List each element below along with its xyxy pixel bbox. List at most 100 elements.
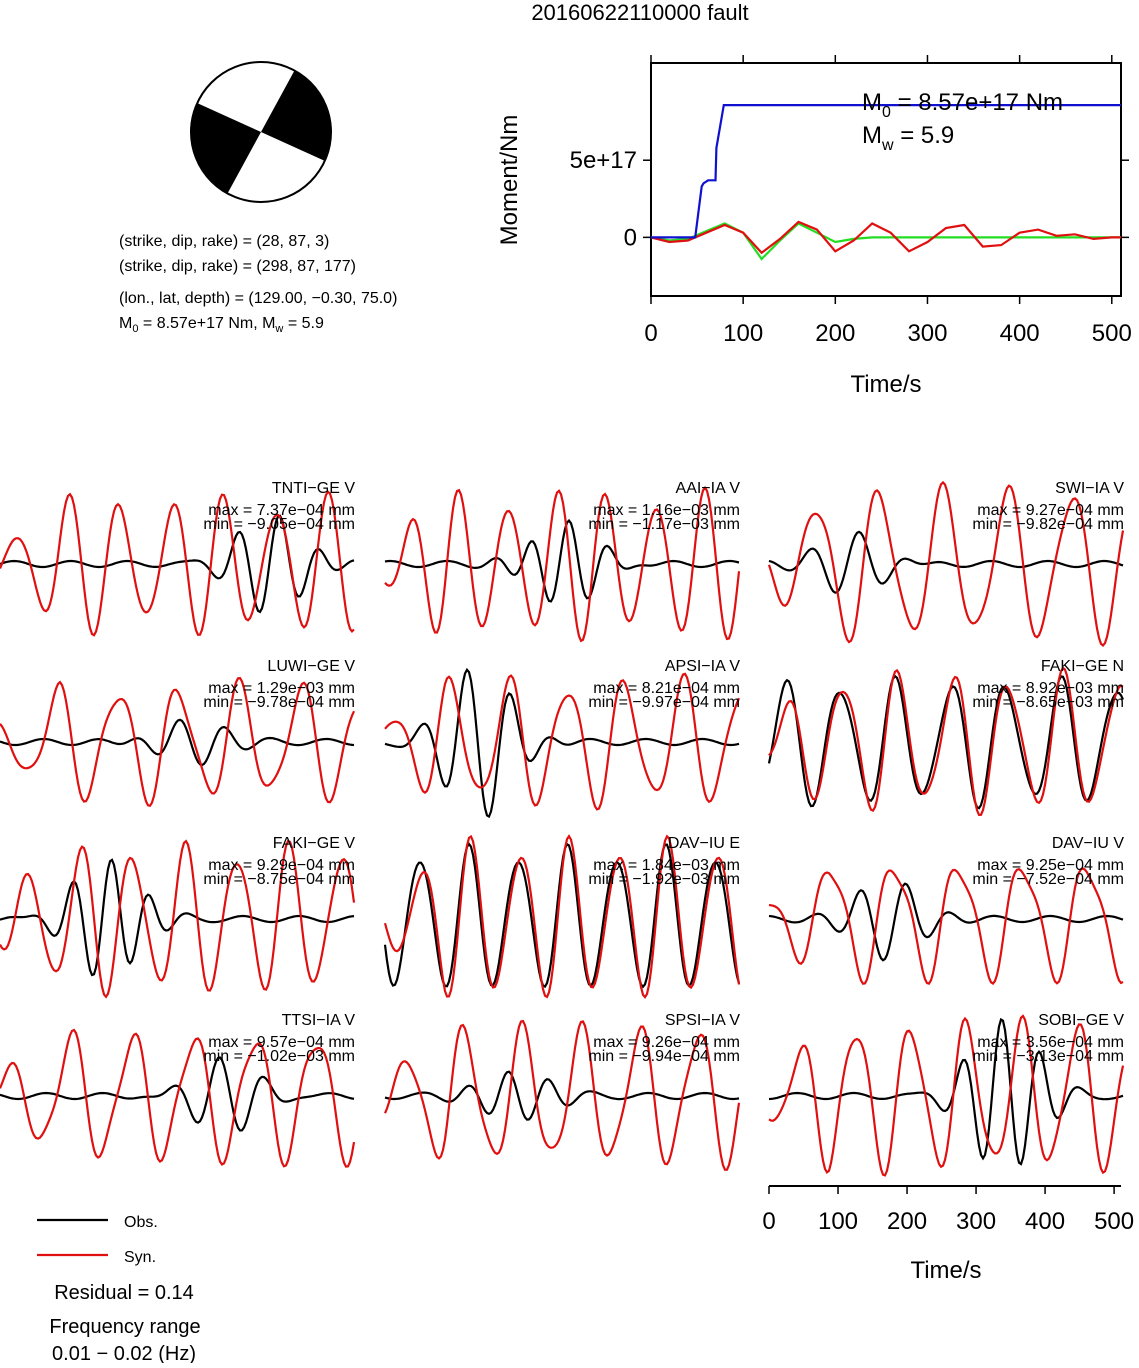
station-max: max = 7.37e−04 mm	[208, 502, 355, 519]
station-label: SPSI−IA V	[665, 1012, 740, 1029]
waveform-time-axis: 0 100 200 300 400 500	[762, 1185, 1134, 1235]
figure-title: 20160622110000 fault	[531, 0, 748, 25]
beachball-quadrant-sw	[190, 103, 261, 194]
mechanism-moment: M0 = 8.57e+17 Nm, Mw = 5.9	[119, 315, 324, 335]
synthetic-trace	[768, 666, 1124, 817]
station-min: min = −1.92e−03 mm	[588, 871, 740, 888]
station-max: max = 3.56e−04 mm	[977, 1034, 1124, 1051]
station-min: min = −1.17e−03 mm	[588, 516, 740, 533]
synthetic-trace	[0, 839, 356, 999]
observed-trace	[767, 674, 1125, 810]
legend-obs-label: Obs.	[124, 1214, 158, 1231]
moment-series-green	[650, 222, 1121, 261]
station-min: min = −9.78e−04 mm	[203, 694, 355, 711]
station-min: min = −8.65e−03 mm	[972, 694, 1124, 711]
station-label: FAKI−GE V	[273, 835, 356, 852]
synthetic-trace	[0, 1028, 356, 1168]
synthetic-trace	[0, 676, 356, 808]
station-max: max = 9.57e−04 mm	[208, 1034, 355, 1051]
observed-trace	[0, 718, 355, 767]
mechanism-plane1: (strike, dip, rake) = (28, 87, 3)	[119, 233, 329, 250]
station-label: LUWI−GE V	[267, 658, 355, 675]
station-min: min = −9.82e−04 mm	[972, 516, 1124, 533]
mechanism-location: (lon., lat, depth) = (129.00, −0.30, 75.…	[119, 290, 397, 307]
observed-trace	[0, 858, 355, 977]
beachball-quadrant-ne	[261, 70, 332, 161]
station-label: DAV−IU E	[668, 835, 740, 852]
moment-ytick-label: 0	[624, 224, 637, 251]
station-min: min = −3.13e−04 mm	[972, 1048, 1124, 1065]
observed-trace	[0, 1056, 355, 1132]
observed-trace	[384, 1070, 740, 1121]
moment-ytick-label: 5e+17	[570, 147, 637, 174]
mechanism-plane2: (strike, dip, rake) = (298, 87, 177)	[119, 258, 356, 275]
station-min: min = −9.94e−04 mm	[588, 1048, 740, 1065]
waveform-xtick-label: 200	[887, 1208, 927, 1235]
waveform-xlabel: Time/s	[910, 1257, 981, 1284]
moment-annotation-mw: Mw = 5.9	[862, 122, 954, 154]
waveform-xtick-label: 500	[1094, 1208, 1134, 1235]
synthetic-trace	[768, 867, 1124, 985]
synthetic-trace	[768, 1014, 1125, 1177]
station-max: max = 1.29e−03 mm	[208, 680, 355, 697]
moment-xtick-label: 0	[644, 320, 657, 347]
station-label: DAV−IU V	[1052, 835, 1125, 852]
synthetic-trace	[383, 834, 741, 999]
station-label: SWI−IA V	[1055, 480, 1124, 497]
station-max: max = 1.16e−03 mm	[593, 502, 740, 519]
synthetic-trace	[383, 1019, 741, 1171]
moment-xtick-label: 300	[907, 320, 947, 347]
station-label: FAKI−GE N	[1041, 658, 1124, 675]
station-max: max = 9.29e−04 mm	[208, 857, 355, 874]
frequency-range-value: 0.01 − 0.02 (Hz)	[52, 1343, 196, 1363]
station-max: max = 8.92e−03 mm	[977, 680, 1124, 697]
station-label: TTSI−IA V	[282, 1012, 356, 1029]
synthetic-trace	[384, 485, 741, 643]
legend: Obs. Syn.	[37, 1214, 158, 1266]
legend-syn-label: Syn.	[124, 1249, 156, 1266]
observed-trace	[768, 530, 1124, 594]
station-max: max = 8.21e−04 mm	[593, 680, 740, 697]
moment-series-group	[650, 104, 1121, 261]
synthetic-trace	[767, 480, 1125, 648]
moment-xtick-label: 400	[1000, 320, 1040, 347]
moment-xtick-label: 100	[723, 320, 763, 347]
moment-series-blue	[651, 104, 1121, 239]
station-min: min = −9.97e−04 mm	[588, 694, 740, 711]
station-max: max = 9.27e−04 mm	[977, 502, 1124, 519]
station-label: APSI−IA V	[665, 658, 740, 675]
station-min: min = −1.02e−03 mm	[203, 1048, 355, 1065]
observed-trace	[384, 518, 740, 603]
synthetic-trace	[0, 490, 355, 637]
station-label: SOBI−GE V	[1038, 1012, 1124, 1029]
station-max: max = 1.84e−03 mm	[593, 857, 740, 874]
observed-trace	[768, 882, 1124, 962]
moment-ylabel: Moment/Nm	[496, 115, 523, 246]
moment-series-red	[650, 220, 1121, 255]
station-max: max = 9.25e−04 mm	[977, 857, 1124, 874]
observed-trace	[384, 667, 740, 819]
observed-trace	[768, 1017, 1124, 1166]
station-max: max = 9.26e−04 mm	[593, 1034, 740, 1051]
moment-xtick-label: 500	[1092, 320, 1132, 347]
waveform-xtick-label: 100	[818, 1208, 858, 1235]
moment-annotation-m0: M0 = 8.57e+17 Nm	[862, 89, 1063, 121]
waveform-xtick-label: 0	[762, 1208, 775, 1235]
moment-axes: 0 100 200 300 400 500 0 5e+17	[570, 55, 1132, 347]
beachball	[190, 61, 332, 203]
waveform-xtick-label: 300	[956, 1208, 996, 1235]
